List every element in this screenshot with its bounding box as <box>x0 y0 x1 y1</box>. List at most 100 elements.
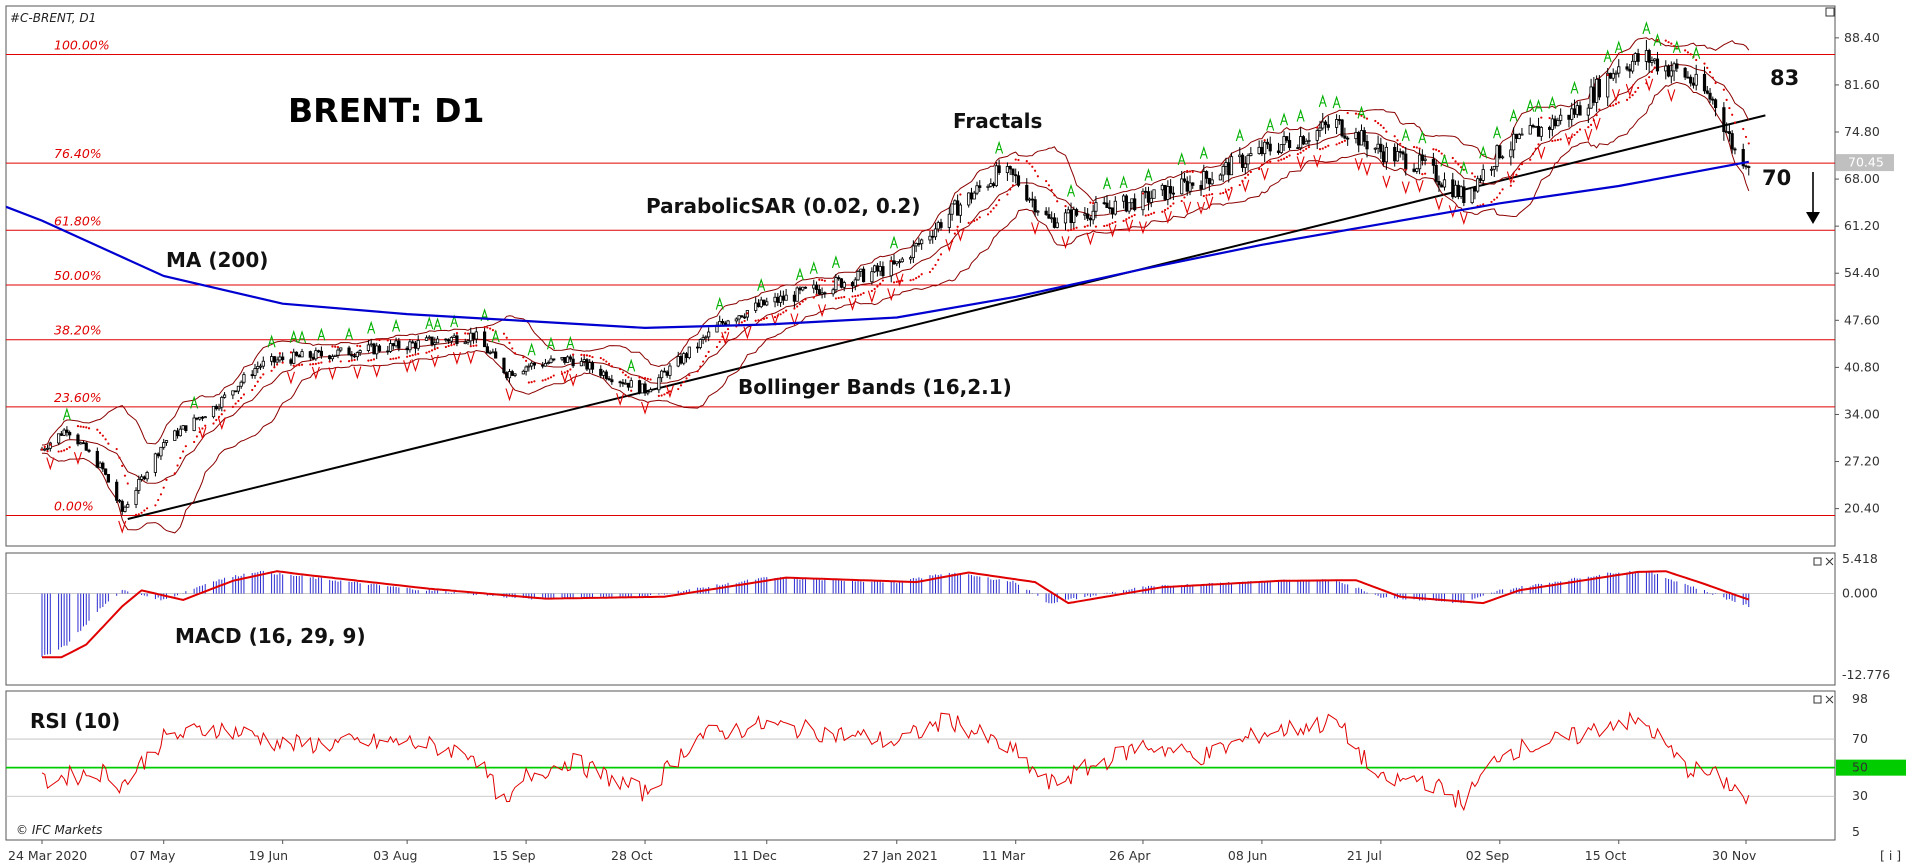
parabolic-sar-dot <box>998 198 1001 202</box>
candle-body <box>95 450 99 468</box>
candle-body <box>1575 105 1579 115</box>
candle-body <box>601 371 606 376</box>
candle-body <box>1384 146 1388 163</box>
candle-body <box>917 243 921 245</box>
parabolic-sar-dot <box>1202 194 1205 198</box>
candle-body <box>640 383 644 394</box>
candle-body <box>1210 179 1214 185</box>
parabolic-sar-dot <box>101 434 104 437</box>
candle-body <box>734 318 738 322</box>
parabolic-sar-dot <box>677 387 680 391</box>
parabolic-sar-dot <box>1559 138 1562 141</box>
parabolic-sar-dot <box>292 364 295 367</box>
parabolic-sar-dot <box>591 355 594 359</box>
candle-body <box>1683 67 1687 78</box>
candle-body <box>1052 217 1057 228</box>
parabolic-sar-dot <box>1424 172 1427 175</box>
candle-body <box>646 391 650 394</box>
parabolic-sar-dot <box>1277 159 1280 162</box>
info-corner-glyph[interactable]: [ i ] <box>1880 848 1901 863</box>
candle-body <box>939 222 943 228</box>
parabolic-sar-dot <box>98 431 102 434</box>
candle-body <box>1243 163 1247 168</box>
parabolic-sar-dot <box>646 377 649 380</box>
candle-body <box>701 337 705 340</box>
parabolic-sar-dot <box>1412 145 1416 149</box>
candle-body <box>510 371 514 376</box>
candle-body <box>173 430 177 441</box>
candle-body <box>859 268 863 272</box>
main-panel-window-buttons[interactable] <box>1825 7 1835 17</box>
parabolic-sar-dot <box>181 450 185 453</box>
candle-body <box>665 371 669 376</box>
rsi-panel-window-buttons[interactable] <box>1813 695 1834 704</box>
fractal-up-icon <box>1603 49 1612 63</box>
candle-body <box>900 258 904 263</box>
candle-body <box>792 294 797 302</box>
parabolic-sar-dot <box>782 311 785 314</box>
candle-body <box>563 357 567 363</box>
candle-body <box>81 442 86 445</box>
fractal-up-icon <box>1672 40 1681 54</box>
parabolic-sar-dot <box>57 450 60 453</box>
parabolic-sar-dot <box>881 279 885 282</box>
candle-body <box>494 351 498 359</box>
rsi-tick-label: 50 <box>1852 760 1868 775</box>
date-tick-label: 27 Jan 2021 <box>863 848 938 863</box>
candle-body <box>455 335 459 345</box>
parabolic-sar-dot <box>522 356 525 359</box>
candle-body <box>1495 145 1499 167</box>
parabolic-sar-dot <box>1376 122 1380 125</box>
candle-body <box>59 433 63 436</box>
candle-body <box>920 239 924 245</box>
parabolic-sar-dot <box>137 513 140 516</box>
parabolic-sar-dot <box>1404 168 1407 171</box>
candle-body <box>394 340 398 347</box>
parabolic-sar-dot <box>912 278 915 281</box>
parabolic-sar-dot <box>1637 86 1640 90</box>
parabolic-sar-dot <box>1094 225 1098 228</box>
parabolic-sar-dot <box>1307 146 1311 149</box>
parabolic-sar-dot <box>483 326 486 329</box>
parabolic-sar-dot <box>820 278 824 282</box>
parabolic-sar-dot <box>121 464 124 467</box>
fractal-up-icon <box>317 327 326 341</box>
fractal-up-icon <box>1642 21 1651 35</box>
candle-body <box>1534 125 1538 128</box>
parabolic-sar-dot <box>417 352 420 355</box>
parabolic-sar-dot <box>231 405 234 408</box>
candle-body <box>604 371 608 379</box>
parabolic-sar-dot <box>1014 158 1017 161</box>
parabolic-sar-dot <box>184 445 187 448</box>
parabolic-sar-dot <box>1285 155 1288 159</box>
parabolic-sar-dot <box>408 354 412 358</box>
date-tick-label: 21 Jul <box>1347 848 1382 863</box>
candle-body <box>416 340 420 349</box>
candle-body <box>386 350 390 353</box>
candle-body <box>270 356 274 362</box>
candle-body <box>1091 210 1095 221</box>
candle-body <box>1500 156 1505 159</box>
candle-body <box>289 359 293 364</box>
parabolic-sar-dot <box>87 427 91 430</box>
candle-body <box>474 331 478 340</box>
candle-body <box>1476 178 1480 192</box>
fractal-down-icon <box>1313 154 1322 168</box>
candle-body <box>776 296 780 303</box>
candle-body <box>1287 139 1292 148</box>
candle-body <box>1725 131 1729 134</box>
candle-body <box>258 365 263 368</box>
parabolic-sar-dot <box>1457 163 1460 166</box>
candle-body <box>765 301 769 306</box>
parabolic-sar-dot <box>1653 66 1656 69</box>
parabolic-sar-dot <box>1617 101 1620 104</box>
candle-body <box>1144 190 1148 193</box>
parabolic-sar-dot <box>1722 88 1725 91</box>
macd-panel-window-buttons[interactable] <box>1813 557 1834 566</box>
candle-body <box>1517 134 1521 139</box>
candle-body <box>1456 184 1460 197</box>
parabolic-sar-dot <box>1589 123 1593 126</box>
candle-body <box>76 434 80 445</box>
parabolic-sar-dot <box>1318 148 1322 151</box>
parabolic-sar-dot <box>317 362 320 365</box>
